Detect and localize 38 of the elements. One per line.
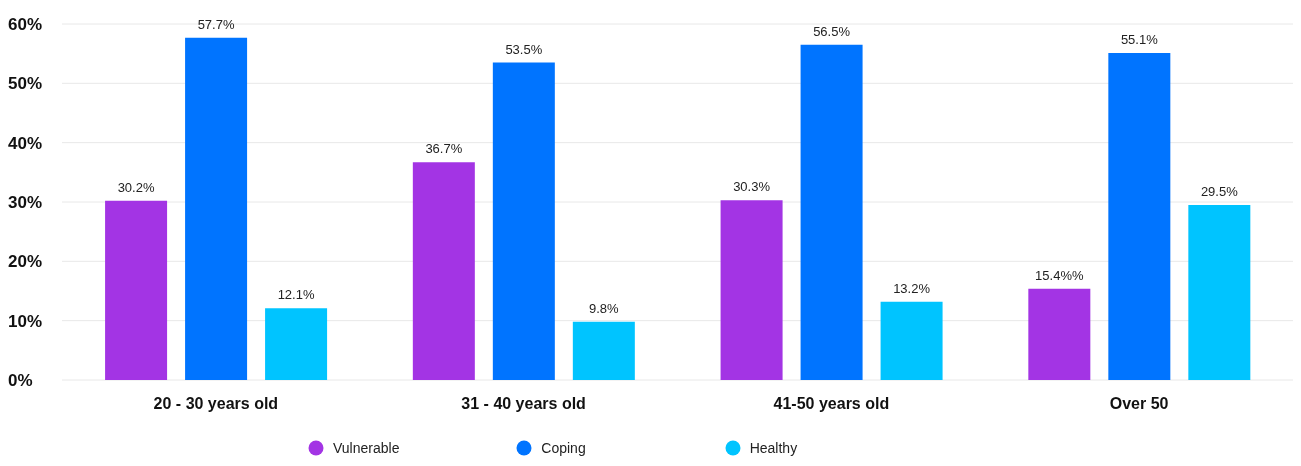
bar (265, 308, 328, 380)
legend-label: Vulnerable (333, 440, 400, 456)
data-label: 30.2% (117, 179, 155, 195)
bar (105, 200, 168, 380)
y-tick-label: 10% (8, 311, 43, 331)
legend-label: Healthy (749, 440, 798, 456)
data-label: 13.2% (893, 280, 931, 296)
data-label: 12.1% (277, 287, 315, 303)
bar (720, 200, 783, 380)
data-label: 15.4%% (1035, 267, 1084, 283)
x-tick-label: 31 - 40 years old (461, 395, 586, 413)
bar (800, 44, 863, 380)
y-tick-label: 20% (8, 252, 43, 272)
data-label: 56.5% (813, 23, 851, 39)
y-tick-label: 50% (8, 74, 43, 94)
bar (412, 162, 475, 380)
data-label: 57.7% (197, 16, 235, 32)
data-label: 36.7% (425, 141, 463, 157)
data-label: 53.5% (505, 41, 543, 57)
bar (572, 321, 635, 380)
x-tick-label: 41-50 years old (773, 395, 890, 413)
data-label: 55.1% (1120, 32, 1159, 48)
y-tick-label: 30% (8, 193, 43, 213)
x-tick-label: Over 50 (1109, 395, 1169, 413)
y-tick-label: 60% (8, 15, 43, 35)
bar (880, 301, 943, 380)
bar (1108, 53, 1171, 380)
y-tick-label: 40% (8, 133, 43, 153)
legend-label: Coping (541, 440, 586, 456)
bar (492, 62, 555, 380)
data-label: 30.3% (733, 179, 771, 195)
x-tick-label: 20 - 30 years old (153, 395, 279, 413)
bar (185, 37, 248, 380)
data-label: 9.8% (589, 300, 620, 316)
data-label: 29.5% (1200, 183, 1239, 199)
bar (1028, 288, 1091, 380)
bar (1188, 204, 1251, 380)
y-tick-label: 0% (8, 371, 33, 391)
